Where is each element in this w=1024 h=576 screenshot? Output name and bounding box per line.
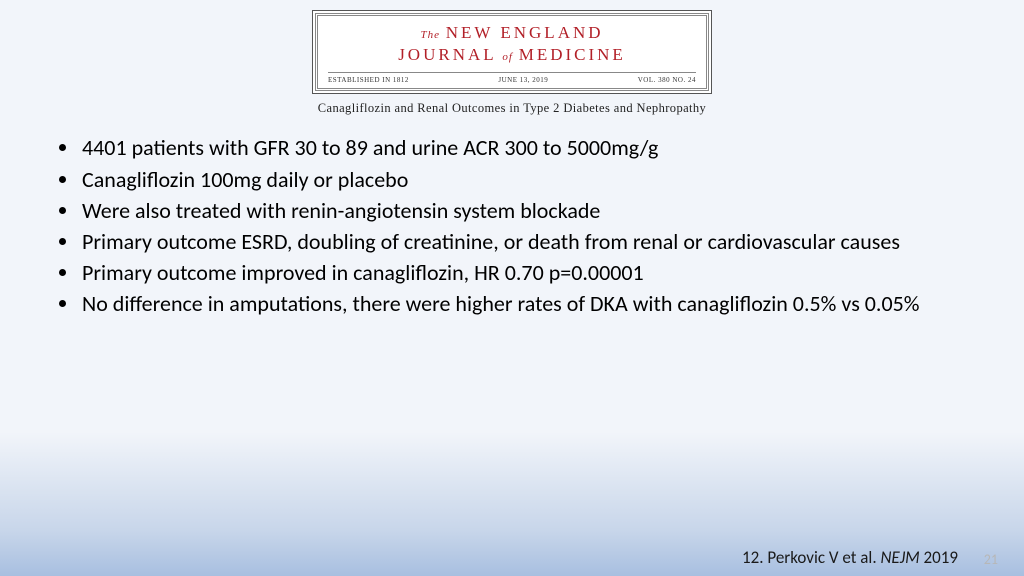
list-item: No difference in amputations, there were…: [80, 290, 964, 318]
journal-line2b: MEDICINE: [519, 45, 626, 64]
journal-the: The: [420, 29, 440, 41]
journal-date: JUNE 13, 2019: [498, 76, 548, 84]
journal-border-inner: The NEW ENGLAND JOURNAL of MEDICINE ESTA…: [317, 15, 707, 89]
journal-meta-row: ESTABLISHED IN 1812 JUNE 13, 2019 VOL. 3…: [328, 72, 696, 84]
article-title: Canagliflozin and Renal Outcomes in Type…: [312, 100, 712, 117]
list-item: 4401 patients with GFR 30 to 89 and urin…: [80, 134, 964, 162]
slide-number: 21: [984, 551, 998, 568]
list-item: Canagliflozin 100mg daily or placebo: [80, 166, 964, 194]
journal-title: The NEW ENGLAND JOURNAL of MEDICINE: [328, 22, 696, 66]
citation-ref: 12. Perkovic V et al.: [742, 547, 880, 568]
list-item: Primary outcome improved in canagliflozi…: [80, 259, 964, 287]
journal-of: of: [502, 51, 513, 63]
journal-volume: VOL. 380 NO. 24: [638, 76, 696, 84]
citation-journal: NEJM: [880, 547, 919, 568]
bullet-list: 4401 patients with GFR 30 to 89 and urin…: [80, 134, 964, 318]
journal-line2a: JOURNAL: [398, 45, 496, 64]
list-item: Were also treated with renin-angiotensin…: [80, 197, 964, 225]
citation: 12. Perkovic V et al. NEJM 2019: [742, 547, 958, 568]
journal-header-box: The NEW ENGLAND JOURNAL of MEDICINE ESTA…: [312, 10, 712, 94]
journal-established: ESTABLISHED IN 1812: [328, 76, 409, 84]
list-item: Primary outcome ESRD, doubling of creati…: [80, 228, 964, 256]
citation-year: 2019: [920, 547, 958, 568]
journal-border-mid: The NEW ENGLAND JOURNAL of MEDICINE ESTA…: [315, 13, 709, 91]
journal-line1: NEW ENGLAND: [446, 23, 604, 42]
